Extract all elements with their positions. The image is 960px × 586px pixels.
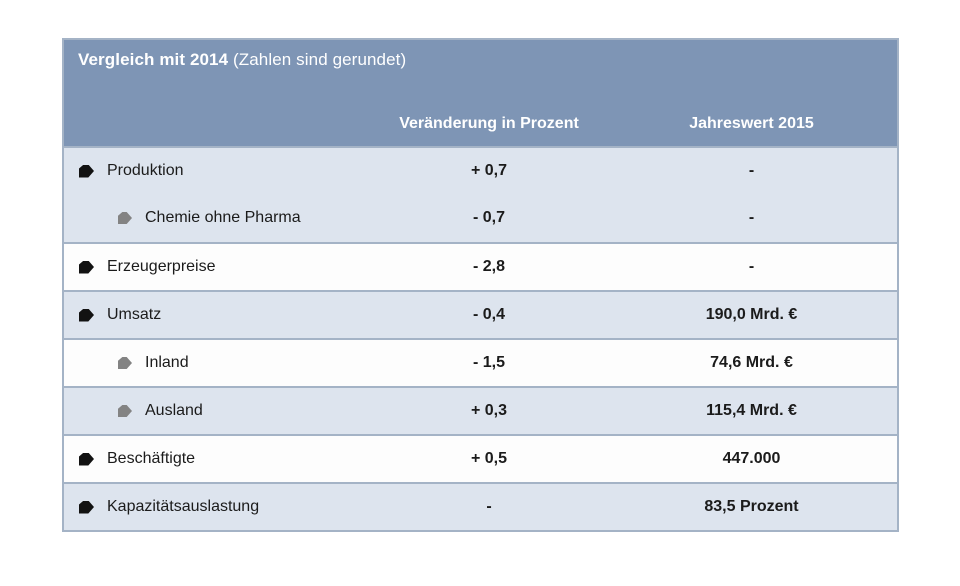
row-change-value: - 2,8: [472, 258, 505, 275]
row-year-value: -: [748, 209, 755, 226]
row-label-cell: Inland: [64, 354, 372, 372]
row-change-value: - 0,4: [472, 306, 505, 323]
row-label: Beschäftigte: [107, 450, 196, 467]
tag-bullet-icon: [118, 405, 132, 417]
tag-bullet-icon: [79, 260, 94, 274]
table-row: Beschäftigte + 0,5 447.000: [64, 434, 897, 482]
column-header-change: Veränderung in Prozent: [399, 115, 579, 132]
table-row: Produktion + 0,7 -: [64, 146, 897, 194]
comparison-table: Vergleich mit 2014 (Zahlen sind gerundet…: [62, 38, 899, 532]
row-change-value: + 0,3: [470, 402, 508, 419]
row-label-cell: Kapazitätsauslastung: [64, 498, 372, 516]
row-label: Inland: [145, 354, 189, 371]
row-label-cell: Umsatz: [64, 306, 372, 324]
row-change-value: - 1,5: [472, 354, 505, 371]
table-title-text: Vergleich mit 2014: [78, 50, 229, 69]
table-row: Inland - 1,5 74,6 Mrd. €: [64, 338, 897, 386]
table-row: Erzeugerpreise - 2,8 -: [64, 242, 897, 290]
table-row: Kapazitätsauslastung - 83,5 Prozent: [64, 482, 897, 530]
row-label: Produktion: [107, 162, 184, 179]
column-header-year: Jahreswert 2015: [689, 115, 814, 132]
row-label: Chemie ohne Pharma: [145, 209, 301, 226]
table-row: Ausland + 0,3 115,4 Mrd. €: [64, 386, 897, 434]
table-row: Chemie ohne Pharma - 0,7 -: [64, 194, 897, 242]
row-label: Ausland: [145, 402, 203, 419]
table-header: Vergleich mit 2014 (Zahlen sind gerundet…: [64, 40, 897, 146]
row-label: Erzeugerpreise: [107, 258, 216, 275]
row-year-value: 115,4 Mrd. €: [706, 402, 797, 419]
row-year-value: -: [748, 162, 755, 179]
row-year-value: 190,0 Mrd. €: [705, 306, 798, 323]
tag-bullet-icon: [79, 452, 94, 466]
row-label: Kapazitätsauslastung: [107, 498, 260, 515]
row-change-value: + 0,5: [470, 450, 508, 467]
tag-bullet-icon: [79, 308, 94, 322]
row-year-value: 83,5 Prozent: [704, 498, 799, 515]
row-label-cell: Ausland: [64, 402, 372, 420]
row-year-value: 447.000: [722, 450, 781, 467]
tag-bullet-icon: [118, 212, 132, 224]
table-row: Umsatz - 0,4 190,0 Mrd. €: [64, 290, 897, 338]
table-title-note: (Zahlen sind gerundet): [228, 50, 407, 69]
row-label: Umsatz: [107, 306, 162, 323]
row-year-value: 74,6 Mrd. €: [710, 354, 793, 371]
tag-bullet-icon: [79, 164, 94, 178]
column-header-row: Veränderung in Prozent Jahreswert 2015: [64, 115, 897, 133]
row-year-value: -: [748, 258, 755, 275]
row-label-cell: Erzeugerpreise: [64, 258, 372, 276]
tag-bullet-icon: [79, 500, 94, 514]
row-label-cell: Beschäftigte: [64, 450, 372, 468]
row-change-value: -: [486, 498, 492, 515]
row-change-value: - 0,7: [472, 209, 505, 226]
tag-bullet-icon: [118, 357, 132, 369]
table-body: Produktion + 0,7 - Chemie ohne Pharma - …: [64, 146, 897, 530]
row-change-value: + 0,7: [470, 162, 508, 179]
row-label-cell: Produktion: [64, 162, 372, 180]
table-title: Vergleich mit 2014 (Zahlen sind gerundet…: [64, 50, 897, 70]
row-label-cell: Chemie ohne Pharma: [64, 209, 372, 227]
